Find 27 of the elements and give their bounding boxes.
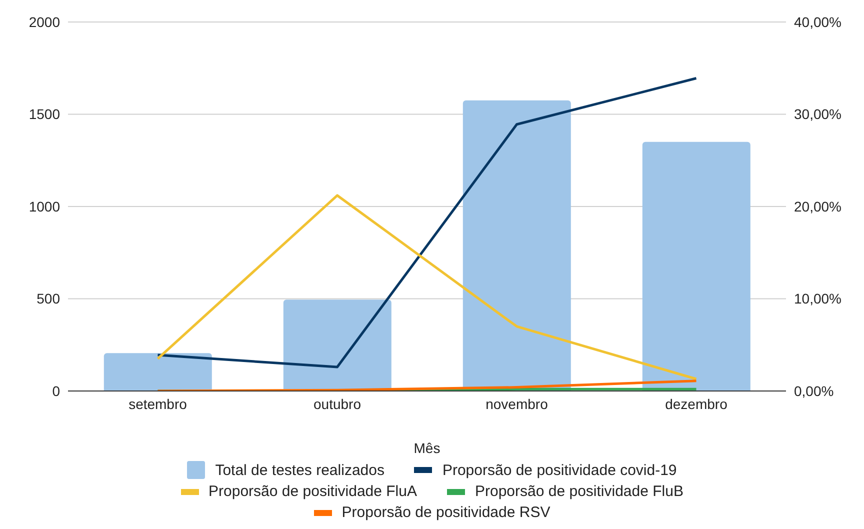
y-tick-label: 500 [36,290,60,307]
legend-label: Total de testes realizados [215,462,384,478]
y-tick-label: 2000 [28,14,60,30]
bar [283,300,392,391]
y2-tick-label: 30,00% [794,106,842,122]
x-axis-title: Mês [414,440,440,456]
bar [462,100,571,391]
legend-label: Proporsão de positividade FluA [208,483,417,500]
y-tick-label: 0 [52,382,60,399]
bar [104,353,212,391]
line-series [156,380,698,391]
y2-tick-label: 0,00% [794,382,834,399]
x-tick-label: setembro [128,396,188,412]
y2-tick-label: 10,00% [794,290,842,307]
x-tick-label: novembro [486,396,548,412]
bar [642,142,750,391]
y-tick-label: 1000 [28,198,60,214]
legend-label: Proporsão de positividade FluB [475,483,684,500]
x-tick-label: dezembro [665,396,728,412]
legend-label: Proporsão de positividade RSV [342,504,550,521]
x-tick-label: outubro [314,396,362,412]
line-series [156,77,698,368]
line-series [156,194,698,380]
legend-label: Proporsão de positividade covid-19 [442,462,677,478]
y2-tick-label: 40,00% [794,14,842,30]
y2-tick-label: 20,00% [794,198,842,214]
y-tick-label: 1500 [28,106,60,122]
